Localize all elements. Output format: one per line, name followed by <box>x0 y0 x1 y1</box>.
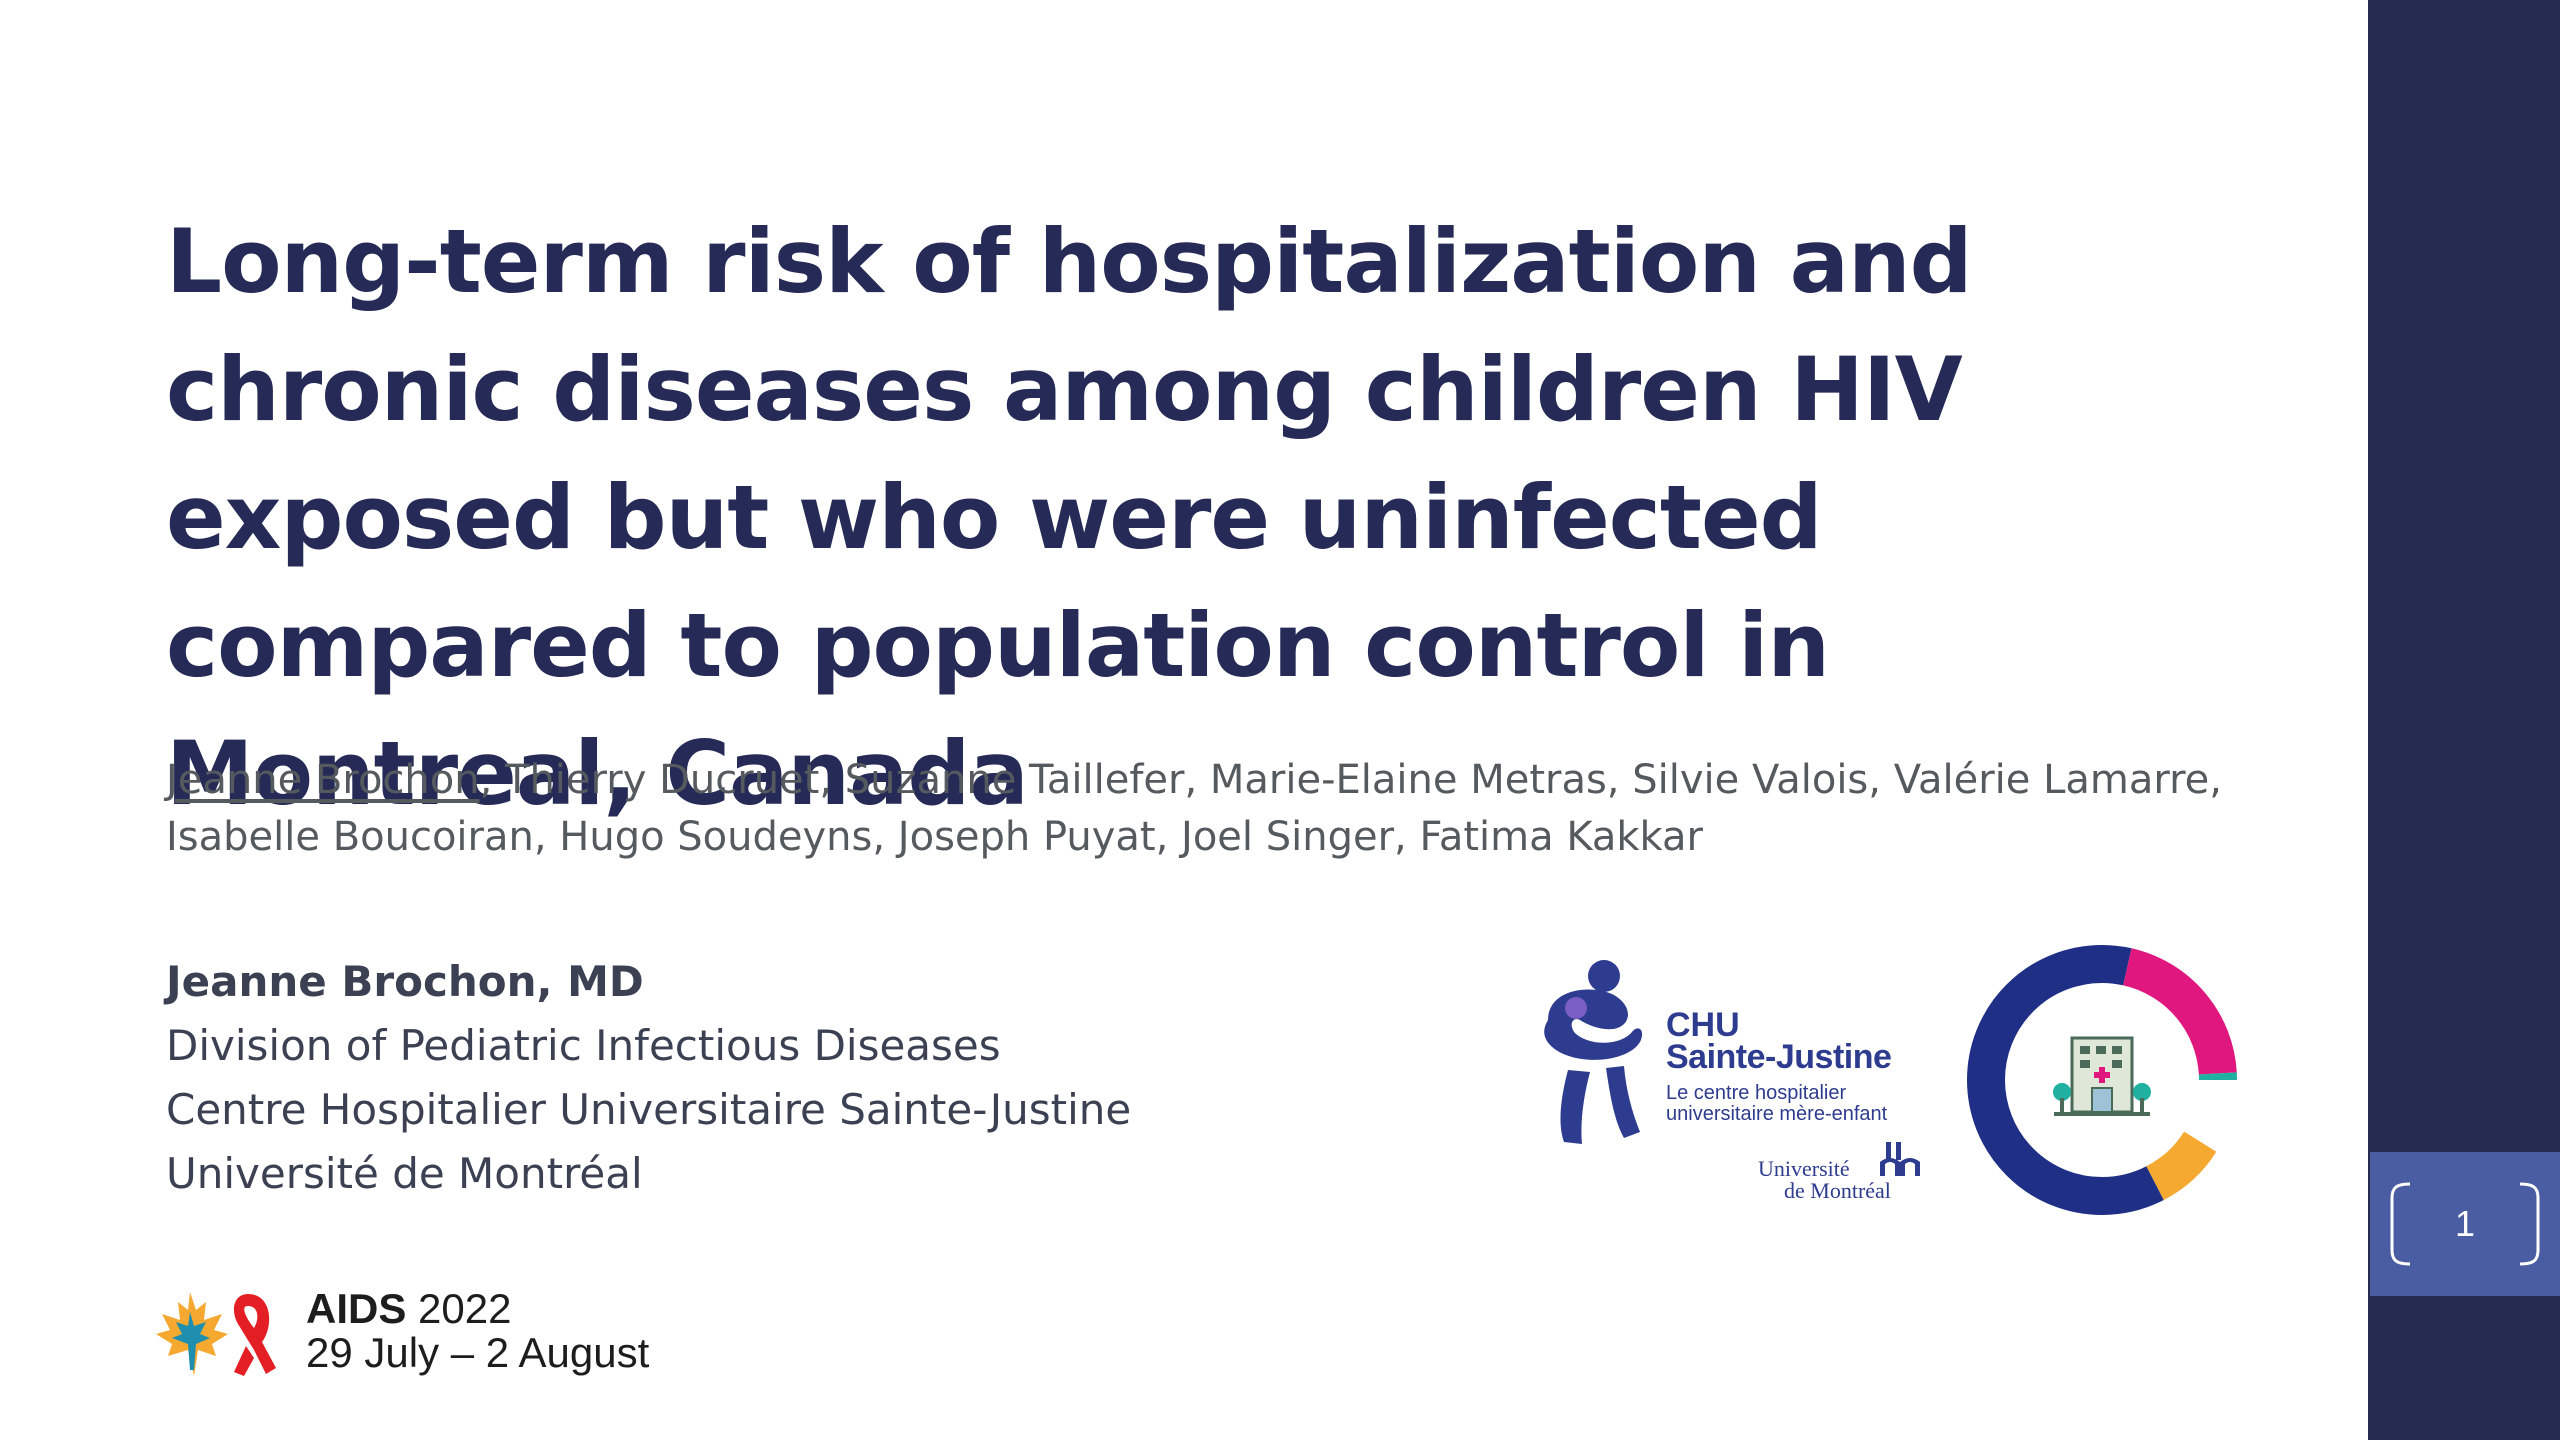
presenter-hospital: Centre Hospitalier Universitaire Sainte-… <box>166 1085 1132 1134</box>
authors-line-2: Isabelle Boucoiran, Hugo Soudeyns, Josep… <box>166 814 1703 860</box>
right-bracket-icon <box>2519 1182 2540 1266</box>
mother-child-icon <box>1544 960 1643 1144</box>
conference-year: 2022 <box>418 1285 512 1332</box>
udem-line-2: de Montréal <box>1784 1178 1891 1203</box>
slide-number: 1 <box>2454 1203 2476 1244</box>
maple-leaf-ribbon-icon <box>156 1292 276 1376</box>
hospital-donut-emblem <box>1967 945 2237 1215</box>
presenter-block: Jeanne Brochon, MD Division of Pediatric… <box>166 950 1466 1206</box>
slide-number-box: 1 <box>2370 1152 2560 1296</box>
chu-sainte-justine-logo: CHU Sainte-Justine Le centre hospitalier… <box>1528 950 1938 1210</box>
slide-title: Long-term risk of hospitalization and ch… <box>166 210 1973 825</box>
chu-tagline-2: universitaire mère-enfant <box>1666 1103 1888 1125</box>
aids-2022-logo: AIDS 2022 29 July – 2 August <box>150 1286 670 1386</box>
authors-line-1: , Thierry Ducruet, Suzanne Taillefer, Ma… <box>479 757 2222 803</box>
left-bracket-icon <box>2390 1182 2411 1266</box>
chu-name-line-2: Sainte-Justine <box>1666 1038 1892 1076</box>
hospital-icon <box>2053 1036 2151 1116</box>
conference-dates: 29 July – 2 August <box>306 1329 650 1376</box>
donut-segment-navy <box>1967 945 2237 1215</box>
presenter-university: Université de Montréal <box>166 1149 643 1198</box>
chu-name-line-1: CHU <box>1666 1006 1740 1044</box>
udem-line-1: Université <box>1758 1156 1850 1181</box>
presenter-name: Jeanne Brochon, MD <box>166 957 644 1006</box>
presenter-division: Division of Pediatric Infectious Disease… <box>166 1021 1001 1070</box>
conference-title: AIDS 2022 <box>306 1286 511 1332</box>
chu-tagline-1: Le centre hospitalier <box>1666 1082 1847 1104</box>
author-list: Jeanne Brochon, Thierry Ducruet, Suzanne… <box>166 752 2246 866</box>
first-author: Jeanne Brochon <box>166 757 480 803</box>
udem-emblem-icon <box>1880 1142 1920 1176</box>
conference-name: AIDS <box>306 1285 407 1332</box>
donut-segment-teal <box>1967 945 2237 1215</box>
